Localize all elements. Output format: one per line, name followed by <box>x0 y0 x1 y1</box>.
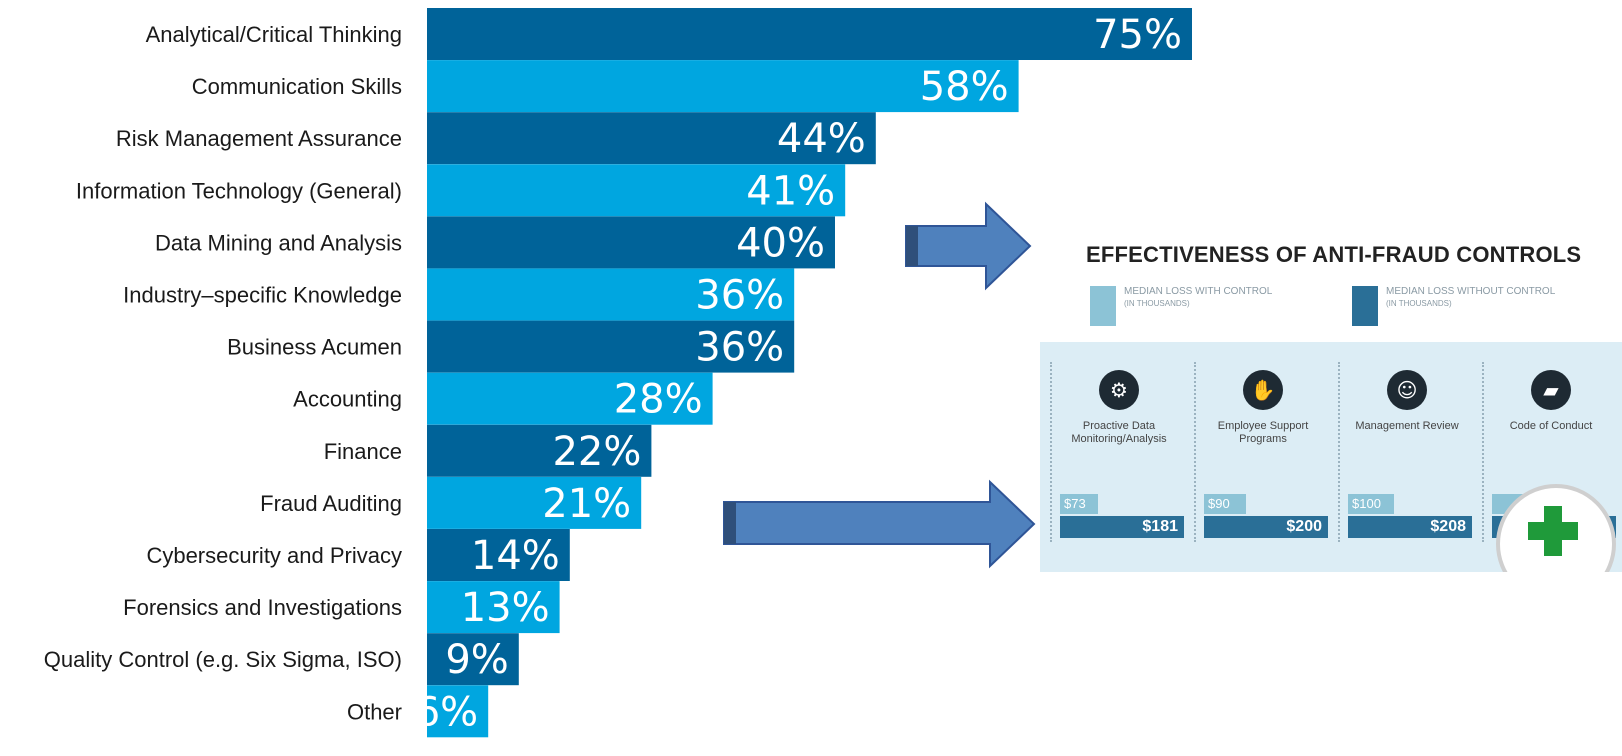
controls-panel: ⚙ Proactive Data Monitoring/Analysis $73… <box>1040 342 1622 572</box>
bar <box>427 164 846 217</box>
value-label: 44% <box>777 116 866 162</box>
category-label: Data Mining and Analysis <box>155 230 402 255</box>
value-label: 58% <box>920 64 1009 110</box>
value-without-control: $208 <box>1348 516 1472 538</box>
bar <box>427 685 489 738</box>
category-label: Forensics and Investigations <box>123 595 402 620</box>
bar <box>427 112 876 165</box>
plus-badge-icon <box>1496 484 1616 572</box>
control-name: Management Review <box>1355 420 1459 432</box>
bar <box>427 424 652 477</box>
legend-label-without: MEDIAN LOSS WITHOUT CONTROL <box>1386 286 1556 297</box>
value-label: 41% <box>746 168 835 214</box>
value-label: 36% <box>695 273 784 319</box>
control-column-employee-support: ✋ Employee Support Programs $90 $200 <box>1198 364 1328 564</box>
legend-sub-with: (IN THOUSANDS) <box>1124 299 1190 308</box>
legend-label-with: MEDIAN LOSS WITH CONTROL <box>1124 286 1273 297</box>
bar <box>427 581 560 634</box>
category-label: Industry–specific Knowledge <box>123 283 402 308</box>
legend-without-control: MEDIAN LOSS WITHOUT CONTROL (IN THOUSAND… <box>1352 286 1555 326</box>
category-label: Information Technology (General) <box>76 178 402 203</box>
bar <box>427 60 1019 113</box>
value-label: 21% <box>542 481 631 527</box>
value-with-control: $73 <box>1060 494 1098 514</box>
bar <box>427 529 570 581</box>
bar <box>427 633 519 686</box>
bar <box>427 216 835 269</box>
legend-with-control: MEDIAN LOSS WITH CONTROL (IN THOUSANDS) <box>1090 286 1272 326</box>
value-label: 36% <box>695 325 784 371</box>
value-label: 14% <box>471 533 560 579</box>
column-divider <box>1482 362 1484 542</box>
value-without-control: $181 <box>1060 516 1184 538</box>
bar <box>427 320 795 373</box>
value-label: 13% <box>461 585 550 631</box>
value-label: 22% <box>552 429 641 475</box>
column-divider <box>1194 362 1196 542</box>
value-label: 28% <box>614 377 703 423</box>
inset-title: EFFECTIVENESS OF ANTI-FRAUD CONTROLS <box>1086 242 1582 267</box>
value-with-control: $100 <box>1348 494 1394 514</box>
legend-swatch-without <box>1352 286 1378 326</box>
category-label: Risk Management Assurance <box>116 126 402 151</box>
category-label: Business Acumen <box>227 335 402 360</box>
column-divider <box>1338 362 1340 542</box>
column-divider <box>1050 362 1052 542</box>
category-label: Communication Skills <box>192 74 402 99</box>
category-label: Finance <box>324 439 402 464</box>
control-name: Proactive Data Monitoring/Analysis <box>1071 420 1167 445</box>
book-icon: ▰ <box>1531 370 1571 410</box>
legend-swatch-with <box>1090 286 1116 326</box>
category-label: Quality Control (e.g. Six Sigma, ISO) <box>44 647 402 672</box>
bar <box>427 372 713 425</box>
category-label: Analytical/Critical Thinking <box>146 22 402 47</box>
upper-arrow-icon <box>905 201 1032 291</box>
handshake-icon: ✋ <box>1243 370 1283 410</box>
category-label: Fraud Auditing <box>260 491 402 516</box>
people-icon: ☺ <box>1387 370 1427 410</box>
control-column-management-review: ☺ Management Review $100 $208 <box>1342 364 1472 564</box>
legend-sub-without: (IN THOUSANDS) <box>1386 299 1452 308</box>
bar <box>427 8 1192 60</box>
value-without-control: $200 <box>1204 516 1328 538</box>
control-column-proactive-data: ⚙ Proactive Data Monitoring/Analysis $73… <box>1054 364 1184 564</box>
lower-arrow-icon <box>723 479 1036 569</box>
value-label: 9% <box>445 637 508 683</box>
control-name: Employee Support Programs <box>1217 420 1309 445</box>
value-label: 75% <box>1093 12 1182 58</box>
bar <box>427 268 795 321</box>
control-name: Code of Conduct <box>1509 420 1593 432</box>
category-label: Other <box>347 699 402 724</box>
anti-fraud-controls-inset: EFFECTIVENESS OF ANTI-FRAUD CONTROLS MED… <box>1040 232 1622 572</box>
magnifier-icon: ⚙ <box>1099 370 1139 410</box>
value-label: 40% <box>736 220 825 266</box>
value-with-control: $90 <box>1204 494 1246 514</box>
category-label: Cybersecurity and Privacy <box>146 543 402 568</box>
bar <box>427 476 642 529</box>
category-label: Accounting <box>293 387 402 412</box>
value-label: 6% <box>415 689 478 735</box>
